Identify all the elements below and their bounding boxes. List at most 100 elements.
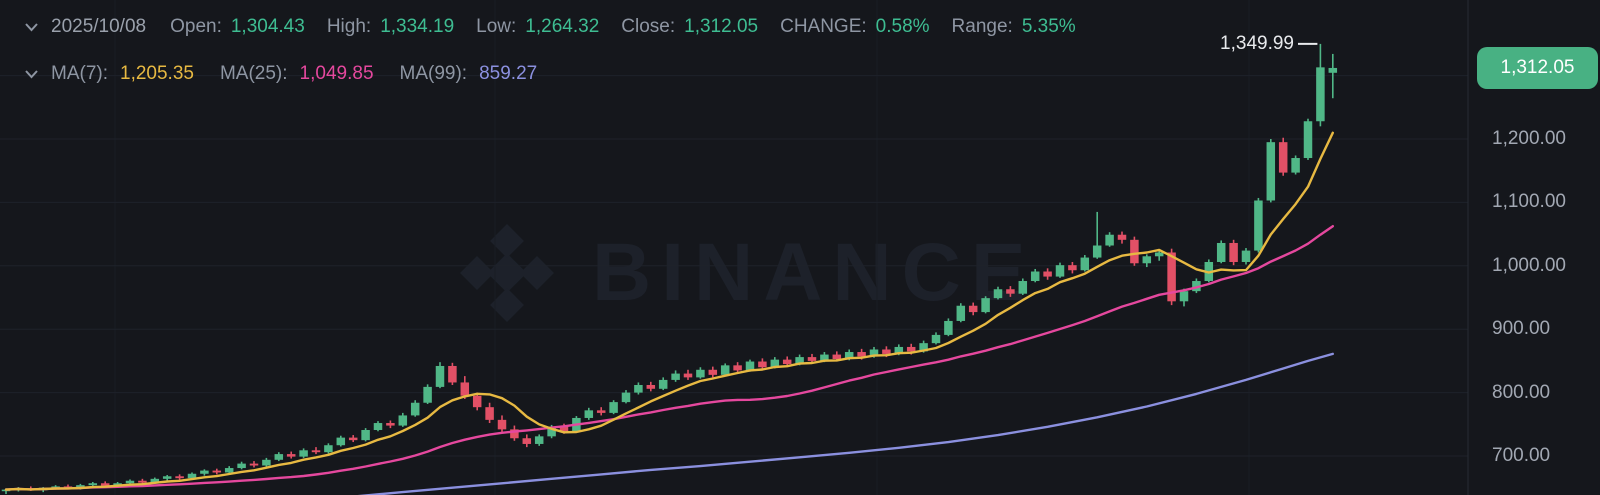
candle[interactable] bbox=[981, 298, 990, 313]
candle[interactable] bbox=[1316, 67, 1325, 122]
chevron-down-icon[interactable] bbox=[24, 69, 39, 79]
candle[interactable] bbox=[1229, 242, 1238, 262]
candle[interactable] bbox=[1291, 158, 1300, 173]
candle[interactable] bbox=[882, 349, 891, 354]
candle[interactable] bbox=[274, 454, 284, 460]
candle[interactable] bbox=[1043, 271, 1052, 277]
candle[interactable] bbox=[1154, 252, 1164, 257]
candle[interactable] bbox=[249, 463, 259, 466]
candle[interactable] bbox=[968, 305, 978, 313]
candle[interactable] bbox=[510, 429, 519, 439]
candle[interactable] bbox=[534, 436, 544, 444]
candle[interactable] bbox=[646, 384, 656, 389]
candle[interactable] bbox=[286, 454, 296, 457]
candle[interactable] bbox=[857, 352, 866, 357]
candle[interactable] bbox=[311, 450, 321, 453]
candle[interactable] bbox=[162, 476, 172, 479]
candle[interactable] bbox=[125, 480, 135, 484]
candle[interactable] bbox=[609, 402, 618, 413]
candle[interactable] bbox=[758, 361, 767, 368]
candle[interactable] bbox=[1006, 289, 1015, 294]
candle[interactable] bbox=[745, 361, 755, 371]
candle[interactable] bbox=[634, 384, 643, 393]
candle[interactable] bbox=[348, 437, 358, 441]
candle[interactable] bbox=[1018, 281, 1028, 294]
candle[interactable] bbox=[497, 419, 507, 430]
candle[interactable] bbox=[770, 359, 780, 368]
candle[interactable] bbox=[1030, 271, 1040, 282]
candle-date[interactable]: 2025/10/08 bbox=[51, 16, 147, 37]
candle[interactable] bbox=[919, 343, 928, 352]
candle[interactable] bbox=[1117, 234, 1127, 240]
candle[interactable] bbox=[1080, 257, 1090, 271]
candle[interactable] bbox=[1179, 291, 1189, 302]
candle[interactable] bbox=[894, 346, 904, 354]
candle[interactable] bbox=[386, 423, 395, 426]
chevron-down-icon[interactable] bbox=[24, 22, 39, 32]
candle[interactable] bbox=[1142, 256, 1152, 264]
candle[interactable] bbox=[1068, 265, 1077, 271]
candle[interactable] bbox=[782, 359, 792, 365]
candle[interactable] bbox=[1192, 281, 1201, 292]
candle[interactable] bbox=[596, 410, 606, 413]
candle[interactable] bbox=[423, 386, 432, 403]
candle[interactable] bbox=[1216, 242, 1226, 262]
candle[interactable] bbox=[1328, 67, 1338, 73]
candle[interactable] bbox=[559, 426, 569, 432]
candle[interactable] bbox=[324, 445, 333, 453]
candle[interactable] bbox=[956, 305, 966, 321]
candle[interactable] bbox=[1105, 234, 1114, 246]
candle[interactable] bbox=[993, 289, 1003, 299]
candle[interactable] bbox=[100, 483, 110, 486]
candle[interactable] bbox=[931, 334, 941, 344]
candle[interactable] bbox=[361, 430, 370, 441]
candle[interactable] bbox=[448, 365, 457, 383]
candle[interactable] bbox=[671, 373, 680, 380]
candle[interactable] bbox=[1278, 142, 1288, 173]
candle[interactable] bbox=[200, 470, 209, 474]
candle[interactable] bbox=[472, 395, 482, 408]
candle[interactable] bbox=[1241, 250, 1251, 262]
candle[interactable] bbox=[88, 483, 98, 486]
candle[interactable] bbox=[1167, 252, 1176, 302]
candle[interactable] bbox=[224, 468, 234, 473]
candle[interactable] bbox=[1254, 200, 1263, 251]
candle[interactable] bbox=[658, 379, 668, 389]
candle[interactable] bbox=[807, 357, 817, 361]
candle[interactable] bbox=[212, 470, 222, 473]
candle[interactable] bbox=[138, 480, 147, 483]
candle[interactable] bbox=[398, 415, 408, 426]
candle[interactable] bbox=[1303, 121, 1313, 159]
candle[interactable] bbox=[547, 426, 556, 437]
candle[interactable] bbox=[683, 373, 693, 378]
candle[interactable] bbox=[522, 438, 532, 444]
candle[interactable] bbox=[410, 402, 420, 416]
candle[interactable] bbox=[51, 486, 60, 489]
candle[interactable] bbox=[175, 476, 184, 479]
candle[interactable] bbox=[906, 346, 916, 352]
candle[interactable] bbox=[76, 485, 85, 489]
candle[interactable] bbox=[150, 478, 160, 483]
candle[interactable] bbox=[460, 382, 470, 396]
candle[interactable] bbox=[733, 365, 742, 371]
candle[interactable] bbox=[869, 349, 879, 357]
candle[interactable] bbox=[435, 365, 445, 387]
candle[interactable] bbox=[237, 463, 246, 469]
candle[interactable] bbox=[299, 450, 308, 457]
candle[interactable] bbox=[1130, 239, 1139, 264]
candle[interactable] bbox=[621, 392, 631, 403]
candle[interactable] bbox=[1055, 265, 1065, 277]
candle[interactable] bbox=[1266, 142, 1276, 201]
candle[interactable] bbox=[584, 410, 594, 418]
candle[interactable] bbox=[844, 352, 854, 359]
candle[interactable] bbox=[820, 354, 829, 361]
candle[interactable] bbox=[262, 459, 271, 466]
candle[interactable] bbox=[832, 354, 842, 359]
candle[interactable] bbox=[485, 407, 494, 420]
candle[interactable] bbox=[187, 473, 197, 479]
candle[interactable] bbox=[696, 369, 705, 378]
candle[interactable] bbox=[708, 369, 718, 375]
candle[interactable] bbox=[336, 437, 346, 446]
